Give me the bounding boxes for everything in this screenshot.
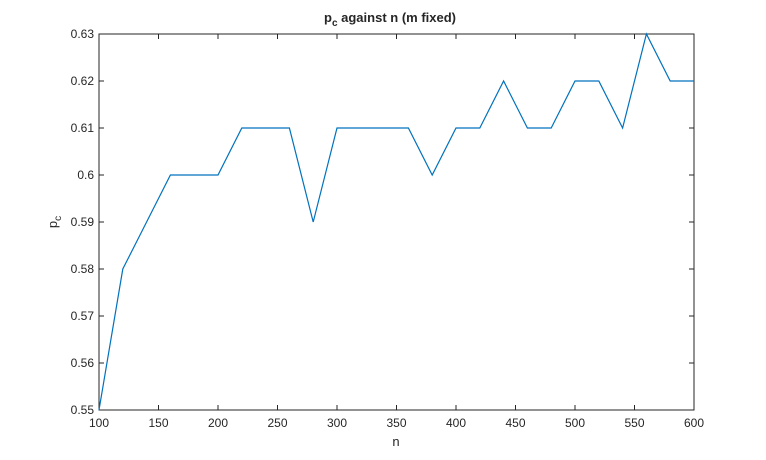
x-ticks: 100 150 200 250 300 350 400 450 500 550 600 [89, 34, 704, 430]
y-tick-label: 0.55 [71, 403, 95, 417]
y-tick-label: 0.62 [71, 74, 95, 88]
y-tick-label: 0.57 [71, 309, 95, 323]
y-tick-label: 0.63 [71, 27, 95, 41]
x-tick-label: 500 [565, 416, 585, 430]
y-tick-label: 0.6 [77, 168, 94, 182]
x-tick-label: 450 [505, 416, 525, 430]
y-tick-label: 0.58 [71, 262, 95, 276]
series-group [98, 32, 694, 411]
x-tick-label: 100 [89, 416, 109, 430]
y-ticks: 0.55 0.56 0.57 0.58 0.59 0.6 0.61 0.62 0.63 [71, 27, 694, 417]
x-tick-label: 600 [684, 416, 704, 430]
x-tick-label: 200 [208, 416, 228, 430]
y-tick-label: 0.56 [71, 356, 95, 370]
series-line [98, 32, 694, 411]
y-axis-label: pc [45, 216, 64, 228]
chart-title: pc against n (m fixed) [324, 10, 456, 29]
x-tick-label: 300 [327, 416, 347, 430]
x-tick-label: 150 [148, 416, 168, 430]
y-tick-label: 0.59 [71, 215, 95, 229]
y-tick-label: 0.61 [71, 121, 95, 135]
x-tick-label: 250 [267, 416, 287, 430]
plot-area: 100 150 200 250 300 350 400 450 500 550 600 0.550.… [71, 27, 705, 430]
x-tick-label: 400 [446, 416, 466, 430]
x-tick-label: 350 [386, 416, 406, 430]
x-axis-label: n [392, 434, 399, 449]
x-tick-label: 550 [624, 416, 644, 430]
